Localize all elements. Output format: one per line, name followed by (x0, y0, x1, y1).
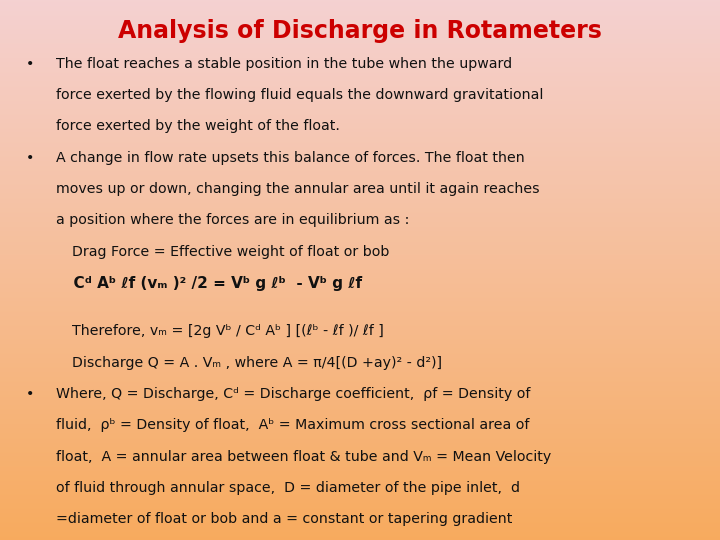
Text: moves up or down, changing the annular area until it again reaches: moves up or down, changing the annular a… (56, 182, 540, 196)
Text: =diameter of float or bob and a = constant or tapering gradient: =diameter of float or bob and a = consta… (56, 512, 513, 526)
Text: Where, Q = Discharge, Cᵈ = Discharge coefficient,  ρf = Density of: Where, Q = Discharge, Cᵈ = Discharge coe… (56, 387, 531, 401)
Text: force exerted by the weight of the float.: force exerted by the weight of the float… (56, 119, 340, 133)
Text: Analysis of Discharge in Rotameters: Analysis of Discharge in Rotameters (118, 19, 602, 43)
Text: Discharge Q = A . Vₘ , where A = π/4[(D +ay)² - d²)]: Discharge Q = A . Vₘ , where A = π/4[(D … (63, 356, 442, 370)
Text: •: • (26, 151, 35, 165)
Text: The float reaches a stable position in the tube when the upward: The float reaches a stable position in t… (56, 57, 513, 71)
Text: •: • (26, 57, 35, 71)
Text: Therefore, vₘ = [2g Vᵇ / Cᵈ Aᵇ ] [(ℓᵇ - ℓf )/ ℓf ]: Therefore, vₘ = [2g Vᵇ / Cᵈ Aᵇ ] [(ℓᵇ - … (63, 325, 384, 339)
Text: force exerted by the flowing fluid equals the downward gravitational: force exerted by the flowing fluid equal… (56, 88, 544, 102)
Text: A change in flow rate upsets this balance of forces. The float then: A change in flow rate upsets this balanc… (56, 151, 525, 165)
Text: Drag Force = Effective weight of float or bob: Drag Force = Effective weight of float o… (63, 245, 390, 259)
Text: fluid,  ρᵇ = Density of float,  Aᵇ = Maximum cross sectional area of: fluid, ρᵇ = Density of float, Aᵇ = Maxim… (56, 418, 529, 433)
Text: Cᵈ Aᵇ ℓf (vₘ )² /2 = Vᵇ g ℓᵇ  - Vᵇ g ℓf: Cᵈ Aᵇ ℓf (vₘ )² /2 = Vᵇ g ℓᵇ - Vᵇ g ℓf (63, 276, 362, 291)
Text: float,  A = annular area between float & tube and Vₘ = Mean Velocity: float, A = annular area between float & … (56, 450, 552, 464)
Text: of fluid through annular space,  D = diameter of the pipe inlet,  d: of fluid through annular space, D = diam… (56, 481, 520, 495)
Text: •: • (26, 387, 35, 401)
Text: a position where the forces are in equilibrium as :: a position where the forces are in equil… (56, 213, 410, 227)
